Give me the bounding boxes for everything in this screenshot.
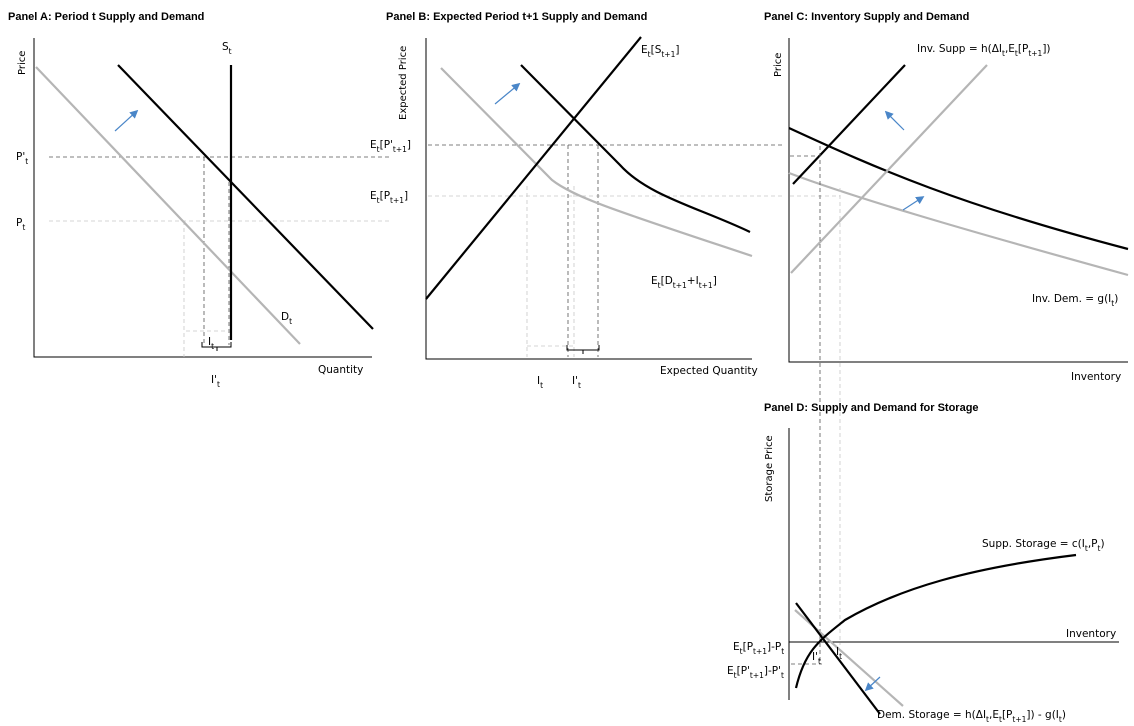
panel-a-inv-new-brace bbox=[201, 342, 232, 351]
panel-b-x-label: Expected Quantity bbox=[660, 365, 758, 377]
panel-b-title: Panel B: Expected Period t+1 Supply and … bbox=[386, 11, 647, 23]
panel-d-inv-new-label: I't bbox=[812, 651, 821, 666]
panel-b-price-old-label: Et[Pt+1] bbox=[370, 190, 408, 205]
panel-c-demand-label: Inv. Dem. = g(It) bbox=[1032, 293, 1118, 308]
panel-b-supply-label: Et[St+1] bbox=[641, 44, 679, 59]
panel-c-demand-shift-arrow-icon bbox=[902, 196, 925, 211]
panel-a-price-new-label: P't bbox=[16, 151, 28, 166]
panel-c-y-label: Price bbox=[773, 53, 784, 77]
panel-d-title: Panel D: Supply and Demand for Storage bbox=[764, 402, 979, 414]
panel-d: Panel D: Supply and Demand for Storage S… bbox=[727, 402, 1119, 724]
panel-d-supply-curve bbox=[794, 553, 1077, 689]
panel-d-x-label: Inventory bbox=[1066, 628, 1116, 640]
panel-b-axes bbox=[425, 38, 752, 360]
panel-a-title: Panel A: Period t Supply and Demand bbox=[8, 11, 204, 23]
panel-b: Panel B: Expected Period t+1 Supply and … bbox=[370, 11, 782, 390]
panel-b-price-new-label: Et[P't+1] bbox=[370, 139, 411, 154]
panel-d-inv-old-label: It bbox=[836, 646, 842, 661]
panel-d-demand-shift-arrow-icon bbox=[864, 676, 881, 692]
panel-c-supply-new bbox=[792, 64, 906, 185]
panel-b-supply-curve bbox=[425, 36, 642, 300]
panel-b-demand-new bbox=[520, 64, 751, 233]
panel-a-inv-new-label: I't bbox=[211, 374, 220, 389]
panel-d-price-new-label: Et[P't+1]-P't bbox=[727, 665, 784, 680]
panel-c-x-label: Inventory bbox=[1071, 371, 1121, 383]
panel-c-supply-old bbox=[790, 64, 988, 274]
panel-a-inv-old-label: It bbox=[208, 336, 214, 351]
panel-c: Panel C: Inventory Supply and Demand Pri… bbox=[764, 11, 1129, 383]
panel-a-y-label: Price bbox=[17, 51, 28, 75]
panel-b-demand-old bbox=[440, 67, 753, 258]
panel-a-shift-arrow-icon bbox=[114, 109, 139, 132]
panel-d-supply-label: Supp. Storage = c(It,Pt) bbox=[982, 538, 1105, 553]
panel-a-supply-label: St bbox=[222, 41, 232, 56]
panel-b-y-label: Expected Price bbox=[398, 46, 409, 120]
panel-a-price-old-label: Pt bbox=[16, 217, 25, 232]
panel-c-supply-shift-arrow-icon bbox=[884, 110, 905, 131]
panel-a-demand-label: Dt bbox=[281, 311, 292, 326]
panel-a-axes bbox=[33, 38, 372, 358]
panel-b-inv-new-brace bbox=[566, 345, 600, 354]
panel-d-demand-new bbox=[795, 602, 881, 715]
panel-a-demand-old bbox=[35, 66, 301, 345]
panel-a: Panel A: Period t Supply and Demand Pric… bbox=[8, 11, 392, 389]
panel-d-demand-label: Dem. Storage = h(ΔIt,Et[Pt+1]) - g(It) bbox=[877, 709, 1066, 724]
panel-c-axes bbox=[788, 38, 1128, 363]
panel-b-inv-new-label: I't bbox=[572, 375, 581, 390]
panel-b-shift-arrow-icon bbox=[494, 82, 521, 105]
panel-a-x-label: Quantity bbox=[318, 364, 363, 376]
panel-c-demand-old bbox=[788, 171, 1129, 277]
panel-c-supply-label: Inv. Supp = h(ΔIt,Et[Pt+1]) bbox=[917, 43, 1051, 58]
panel-a-demand-new bbox=[117, 64, 374, 330]
panel-c-title: Panel C: Inventory Supply and Demand bbox=[764, 11, 969, 23]
panel-d-price-old-label: Et[Pt+1]-Pt bbox=[733, 641, 784, 656]
panel-d-y-label: Storage Price bbox=[764, 435, 775, 502]
panel-c-demand-new bbox=[788, 127, 1129, 251]
panel-b-inv-old-label: It bbox=[537, 375, 543, 390]
panel-b-demand-label: Et[Dt+1+It+1] bbox=[651, 275, 717, 290]
